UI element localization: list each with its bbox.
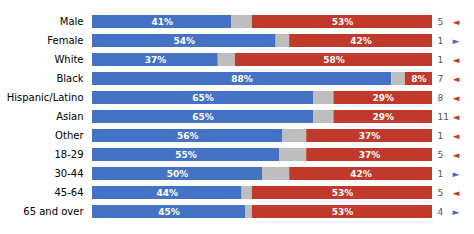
- svg-text:37%: 37%: [145, 55, 167, 65]
- svg-text:1: 1: [438, 55, 444, 65]
- svg-text:42%: 42%: [350, 36, 372, 46]
- svg-text:◄: ◄: [453, 112, 460, 122]
- svg-text:◄: ◄: [453, 131, 460, 141]
- svg-text:45-64: 45-64: [54, 187, 83, 198]
- svg-text:8: 8: [438, 93, 444, 103]
- svg-text:1: 1: [438, 36, 444, 46]
- svg-text:◄: ◄: [453, 17, 460, 27]
- svg-text:Hispanic/Latino: Hispanic/Latino: [7, 92, 84, 103]
- svg-text:5: 5: [438, 150, 444, 160]
- svg-text:4: 4: [438, 207, 444, 217]
- svg-text:►: ►: [453, 169, 460, 179]
- svg-text:18-29: 18-29: [54, 149, 83, 160]
- svg-text:5: 5: [438, 188, 444, 198]
- svg-text:88%: 88%: [231, 74, 253, 84]
- svg-text:53%: 53%: [332, 17, 354, 27]
- svg-text:30-44: 30-44: [54, 168, 83, 179]
- svg-text:◄: ◄: [453, 55, 460, 65]
- svg-text:◄: ◄: [453, 150, 460, 160]
- svg-text:65 and over: 65 and over: [23, 206, 84, 217]
- svg-text:White: White: [54, 54, 83, 65]
- svg-text:Other: Other: [55, 130, 84, 141]
- svg-text:7: 7: [438, 74, 444, 84]
- svg-text:◄: ◄: [453, 188, 460, 198]
- svg-text:1: 1: [438, 169, 444, 179]
- svg-text:45%: 45%: [158, 207, 180, 217]
- svg-text:37%: 37%: [359, 150, 381, 160]
- svg-text:5: 5: [438, 17, 444, 27]
- svg-text:Male: Male: [60, 16, 84, 27]
- svg-text:29%: 29%: [372, 93, 394, 103]
- svg-text:50%: 50%: [167, 169, 189, 179]
- svg-text:55%: 55%: [175, 150, 197, 160]
- svg-text:65%: 65%: [192, 112, 214, 122]
- svg-text:Female: Female: [47, 35, 83, 46]
- svg-text:11: 11: [438, 112, 449, 122]
- svg-text:1: 1: [438, 131, 444, 141]
- svg-text:42%: 42%: [350, 169, 372, 179]
- svg-text:41%: 41%: [151, 17, 173, 27]
- svg-text:◄: ◄: [453, 74, 460, 84]
- svg-text:53%: 53%: [332, 207, 354, 217]
- svg-text:8%: 8%: [411, 74, 426, 84]
- svg-text:37%: 37%: [359, 131, 381, 141]
- svg-text:58%: 58%: [323, 55, 345, 65]
- svg-text:53%: 53%: [332, 188, 354, 198]
- svg-text:►: ►: [453, 36, 460, 46]
- svg-text:Asian: Asian: [56, 111, 83, 122]
- svg-text:29%: 29%: [372, 112, 394, 122]
- svg-text:54%: 54%: [174, 36, 196, 46]
- svg-text:56%: 56%: [177, 131, 199, 141]
- svg-text:44%: 44%: [157, 188, 179, 198]
- svg-text:Black: Black: [56, 73, 83, 84]
- svg-text:◄: ◄: [453, 93, 460, 103]
- svg-text:►: ►: [453, 207, 460, 217]
- svg-text:65%: 65%: [192, 93, 214, 103]
